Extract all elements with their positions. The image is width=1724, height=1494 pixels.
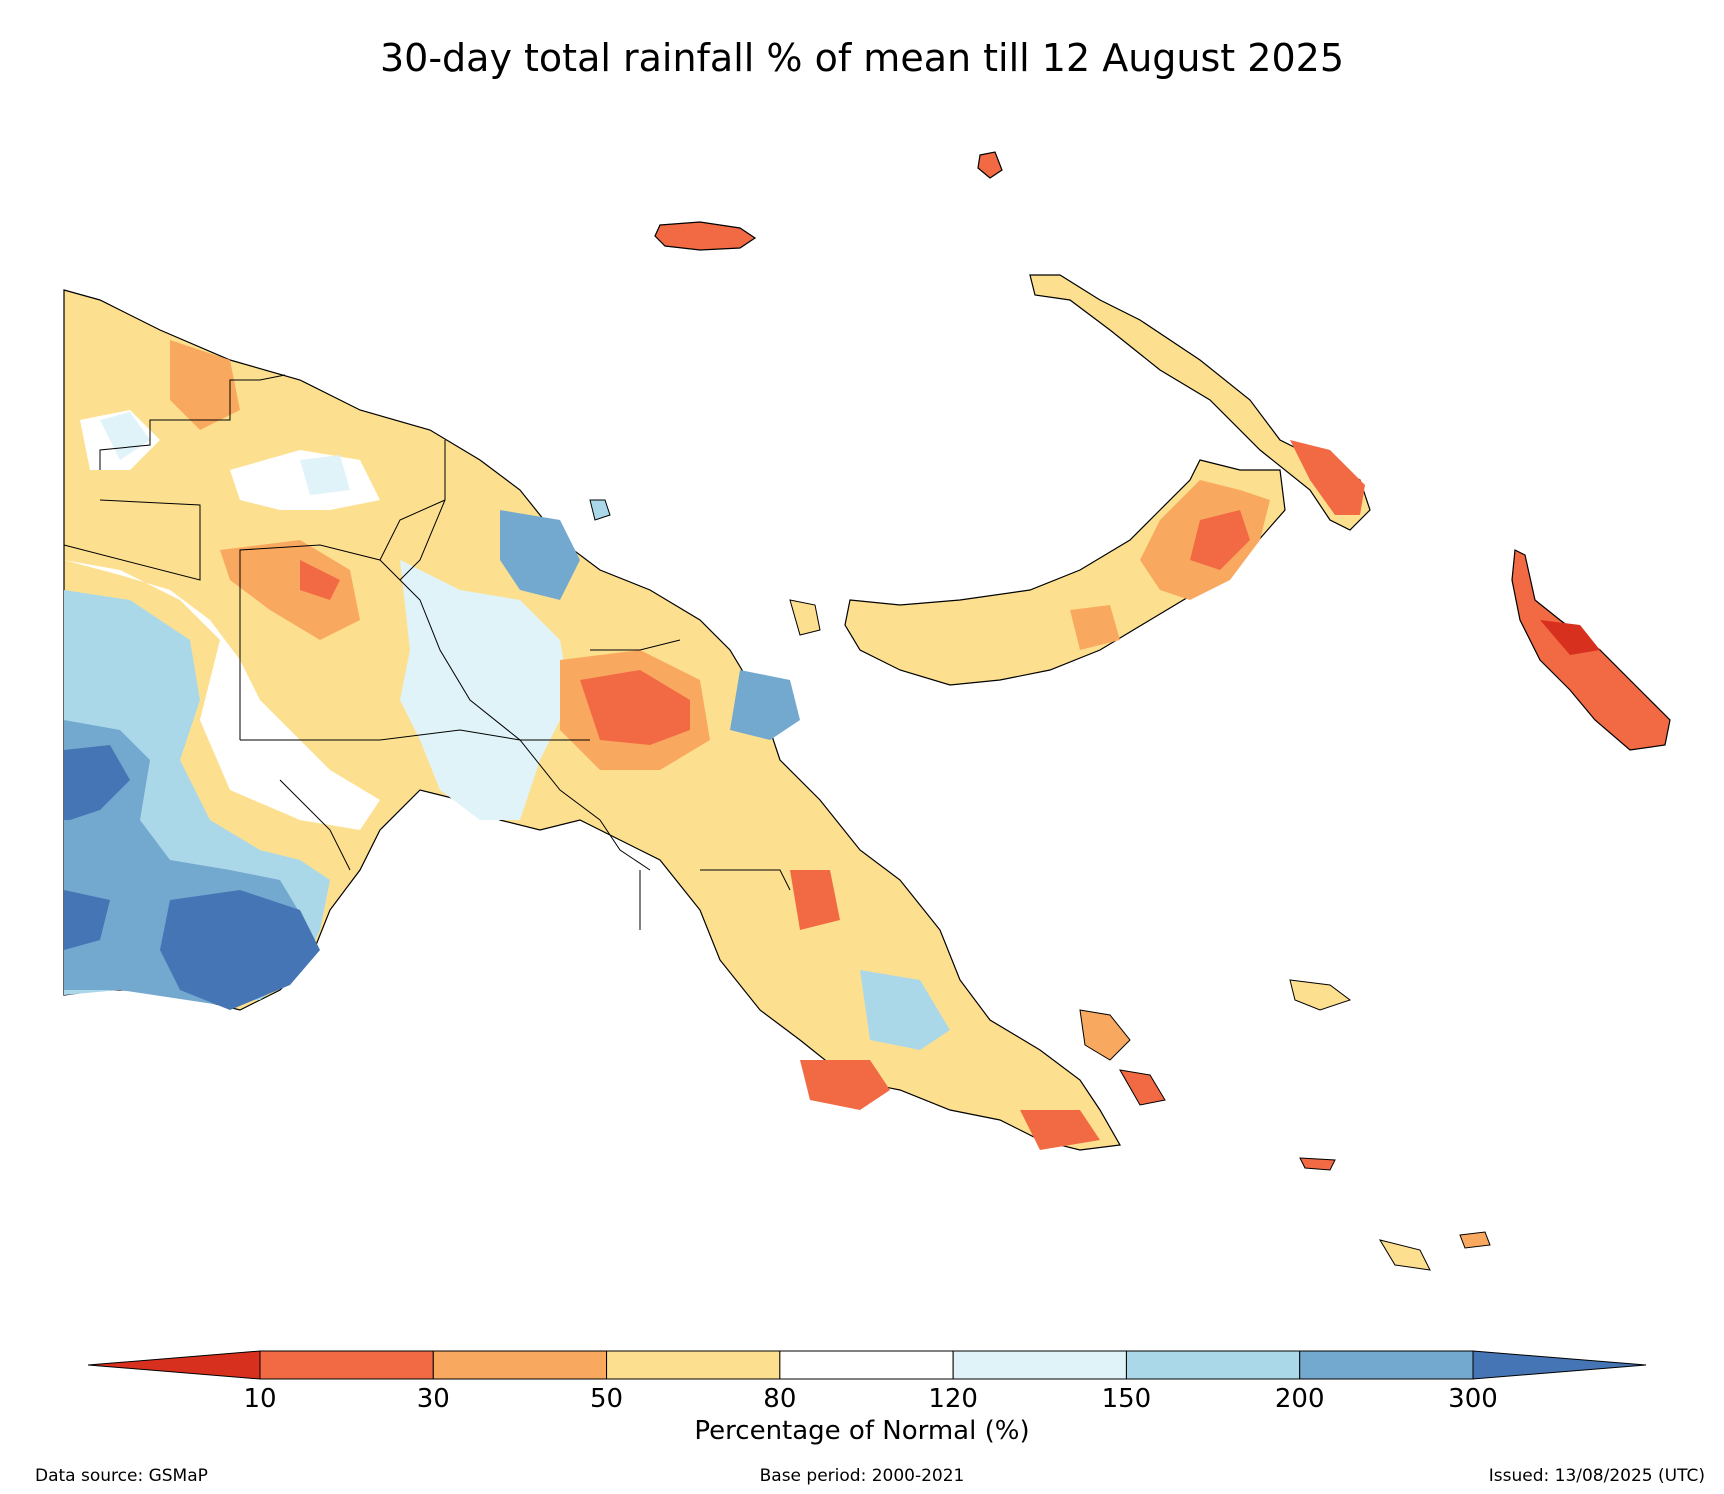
data-source-note: Data source: GSMaP bbox=[35, 1466, 208, 1486]
colorbar-tick-label: 120 bbox=[928, 1384, 978, 1414]
umboi-island bbox=[789, 599, 821, 636]
zone-southeast-dry bbox=[800, 1060, 1100, 1150]
manus-island bbox=[654, 221, 757, 251]
colorbar-label: Percentage of Normal (%) bbox=[694, 1416, 1030, 1446]
province-boundaries bbox=[63, 374, 791, 930]
mussau-island bbox=[977, 151, 1003, 179]
colorbar-tick-label: 80 bbox=[763, 1384, 797, 1414]
zone-east-tip-dry bbox=[790, 870, 840, 930]
milne-bay-island-3 bbox=[1378, 1239, 1431, 1271]
colorbar-extend-high bbox=[1472, 1350, 1647, 1380]
zone-very-dry-center-east bbox=[300, 560, 690, 745]
milne-bay-island-1 bbox=[1079, 1009, 1131, 1061]
colorbar-segment bbox=[1299, 1350, 1474, 1380]
new-ireland bbox=[1029, 274, 1371, 531]
zone-near-normal-center bbox=[400, 560, 570, 820]
colorbar-tick-label: 30 bbox=[416, 1384, 450, 1414]
colorbar-segment bbox=[606, 1350, 781, 1380]
zone-near-normal-west bbox=[64, 560, 380, 830]
colorbar-tick-label: 200 bbox=[1274, 1384, 1325, 1414]
colorbar-extend-low bbox=[87, 1350, 261, 1380]
base-period-note: Base period: 2000-2021 bbox=[759, 1466, 965, 1486]
karkar-island bbox=[589, 499, 611, 521]
mainland bbox=[63, 289, 1121, 1151]
milne-bay-island-2 bbox=[1289, 979, 1352, 1011]
map-title: 30-day total rainfall % of mean till 12 … bbox=[379, 36, 1344, 80]
colorbar-tick-label: 10 bbox=[243, 1384, 277, 1414]
bougainville-extreme bbox=[1540, 620, 1600, 655]
colorbar-tick-label: 300 bbox=[1448, 1384, 1498, 1414]
colorbar-tick-label: 50 bbox=[590, 1384, 624, 1414]
colorbar-segments bbox=[87, 1350, 1647, 1380]
zone-white-north bbox=[80, 410, 380, 510]
zone-wet-center bbox=[500, 510, 580, 600]
colorbar-tick-label: 150 bbox=[1101, 1384, 1152, 1414]
colorbar-segment bbox=[259, 1350, 434, 1380]
new-ireland-dry bbox=[1290, 440, 1365, 515]
colorbar-segment bbox=[1125, 1350, 1301, 1380]
zone-southeast-wet bbox=[860, 970, 950, 1050]
new-britain-very-dry bbox=[1190, 510, 1250, 570]
zone-dry-north bbox=[170, 340, 360, 640]
milne-bay-island-6 bbox=[1299, 1157, 1336, 1171]
colorbar-segment bbox=[779, 1350, 954, 1380]
colorbar-segment bbox=[952, 1350, 1127, 1380]
issued-date-note: Issued: 13/08/2025 (UTC) bbox=[1488, 1466, 1705, 1486]
zone-southwest-dark bbox=[64, 745, 320, 1010]
milne-bay-island-4 bbox=[1459, 1231, 1491, 1249]
milne-bay-island-5 bbox=[1119, 1069, 1166, 1106]
zone-lightblue-north bbox=[100, 412, 350, 495]
zone-huon-wet bbox=[730, 670, 800, 740]
colorbar-segment bbox=[432, 1350, 608, 1380]
